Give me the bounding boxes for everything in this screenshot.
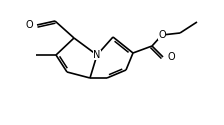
Text: N: N xyxy=(93,50,101,60)
Text: O: O xyxy=(25,20,33,30)
Text: O: O xyxy=(158,30,166,40)
Text: O: O xyxy=(167,52,175,62)
